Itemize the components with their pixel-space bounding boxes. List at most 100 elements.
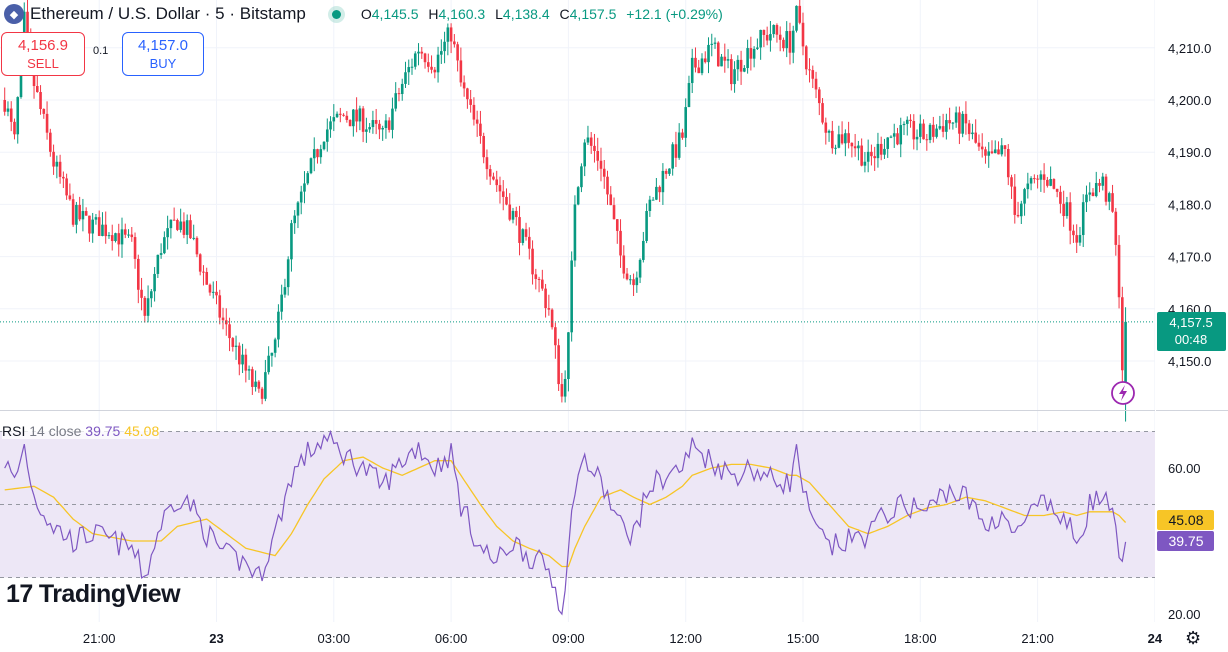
candle-body (426, 62, 430, 67)
candle-body (205, 271, 209, 285)
candle-body (886, 137, 890, 149)
candle-body (1078, 235, 1082, 243)
candle-body (13, 121, 16, 135)
candle-body (866, 151, 870, 162)
candle-body (697, 67, 701, 74)
candle-body (710, 43, 714, 45)
candle-body (352, 109, 355, 127)
candle-body (1023, 189, 1026, 204)
candle-body (189, 220, 192, 239)
candle-body (296, 202, 300, 216)
candle-body (941, 126, 945, 132)
candle-body (251, 369, 254, 387)
candle-body (339, 113, 342, 115)
candle-body (997, 149, 1000, 155)
rsi-value-label: 39.75 (1157, 531, 1214, 551)
candle-body (778, 34, 782, 40)
candle-body (410, 66, 414, 68)
candle-body (508, 204, 512, 220)
candle-body (166, 228, 169, 238)
candle-body (1029, 178, 1033, 184)
candle-body (374, 120, 378, 124)
candle-body (110, 235, 114, 242)
rsi-legend-value: 39.75 (85, 423, 121, 439)
candle-body (668, 168, 671, 174)
gear-icon[interactable]: ⚙ (1185, 628, 1202, 648)
market-status-dot[interactable] (331, 9, 341, 19)
time-axis-label: 06:00 (435, 631, 468, 646)
time-axis-label: 18:00 (904, 631, 937, 646)
candle-body (270, 352, 274, 356)
candle-body (319, 149, 323, 158)
tradingview-logo-mark: 17 (6, 580, 33, 608)
candle-body (1042, 174, 1046, 180)
candle-body (446, 27, 450, 42)
buy-button[interactable]: 4,157.0 BUY (122, 32, 204, 76)
candle-body (241, 354, 244, 365)
candle-body (169, 219, 173, 229)
lightning-icon[interactable] (1111, 381, 1135, 405)
candle-body (671, 144, 674, 169)
rsi-axis-label: 20.00 (1168, 607, 1201, 622)
candle-body (449, 27, 453, 42)
candle-body (1098, 183, 1101, 186)
candle-body (466, 88, 469, 100)
candle-body (257, 381, 261, 389)
candle-body (185, 220, 189, 235)
rsi-legend[interactable]: RSI 14 close 39.75 45.08 (2, 423, 160, 439)
candle-body (977, 142, 981, 147)
candle-body (182, 221, 186, 235)
rsi-line (4, 429, 1127, 616)
candle-body (163, 237, 166, 254)
candle-body (1003, 145, 1007, 150)
candle-body (159, 253, 163, 255)
ethereum-icon[interactable]: ◆ (4, 4, 24, 24)
candle-body (1033, 178, 1036, 180)
candle-body (1039, 174, 1043, 180)
candle-body (713, 42, 717, 44)
candle-body (537, 278, 541, 280)
price-axis-label: 4,180.0 (1168, 197, 1211, 212)
tradingview-logo[interactable]: 17 TradingView (6, 580, 181, 609)
candle-body (658, 186, 661, 193)
candle-body (433, 69, 437, 73)
candle-body (22, 11, 26, 52)
candle-body (915, 136, 919, 140)
sell-label: SELL (27, 56, 59, 71)
candle-body (176, 220, 179, 230)
candle-body (635, 277, 639, 286)
candle-body (1020, 203, 1023, 217)
candle-body (9, 108, 13, 122)
candle-body (1111, 193, 1114, 212)
time-axis-label: 15:00 (787, 631, 820, 646)
candle-body (156, 254, 160, 274)
candle-body (602, 168, 606, 177)
candle-body (896, 133, 899, 145)
candle-body (971, 132, 974, 135)
candle-body (912, 121, 916, 140)
candle-body (1088, 192, 1092, 195)
candle-body (573, 204, 577, 261)
svg-text:39.75: 39.75 (1168, 533, 1203, 549)
candle-body (1059, 191, 1062, 204)
candle-body (488, 169, 492, 177)
candle-body (413, 53, 417, 67)
sell-button[interactable]: 4,156.9 SELL (1, 32, 85, 76)
candle-body (293, 215, 296, 224)
ohlc-close: 4,157.5 (569, 6, 617, 22)
candle-body (951, 122, 955, 124)
candle-body (844, 133, 847, 144)
candle-body (316, 149, 319, 158)
symbol-title[interactable]: Ethereum / U.S. Dollar · 5 · Bitstamp (30, 4, 306, 23)
candle-body (423, 53, 427, 63)
rsi-params: 14 close (29, 423, 82, 439)
candle-body (1114, 211, 1118, 245)
candle-body (655, 186, 658, 200)
candle-body (453, 41, 456, 45)
candle-body (264, 372, 267, 399)
candle-body (247, 369, 251, 371)
candle-body (974, 132, 977, 143)
candle-body (3, 100, 7, 112)
candle-body (68, 195, 72, 200)
